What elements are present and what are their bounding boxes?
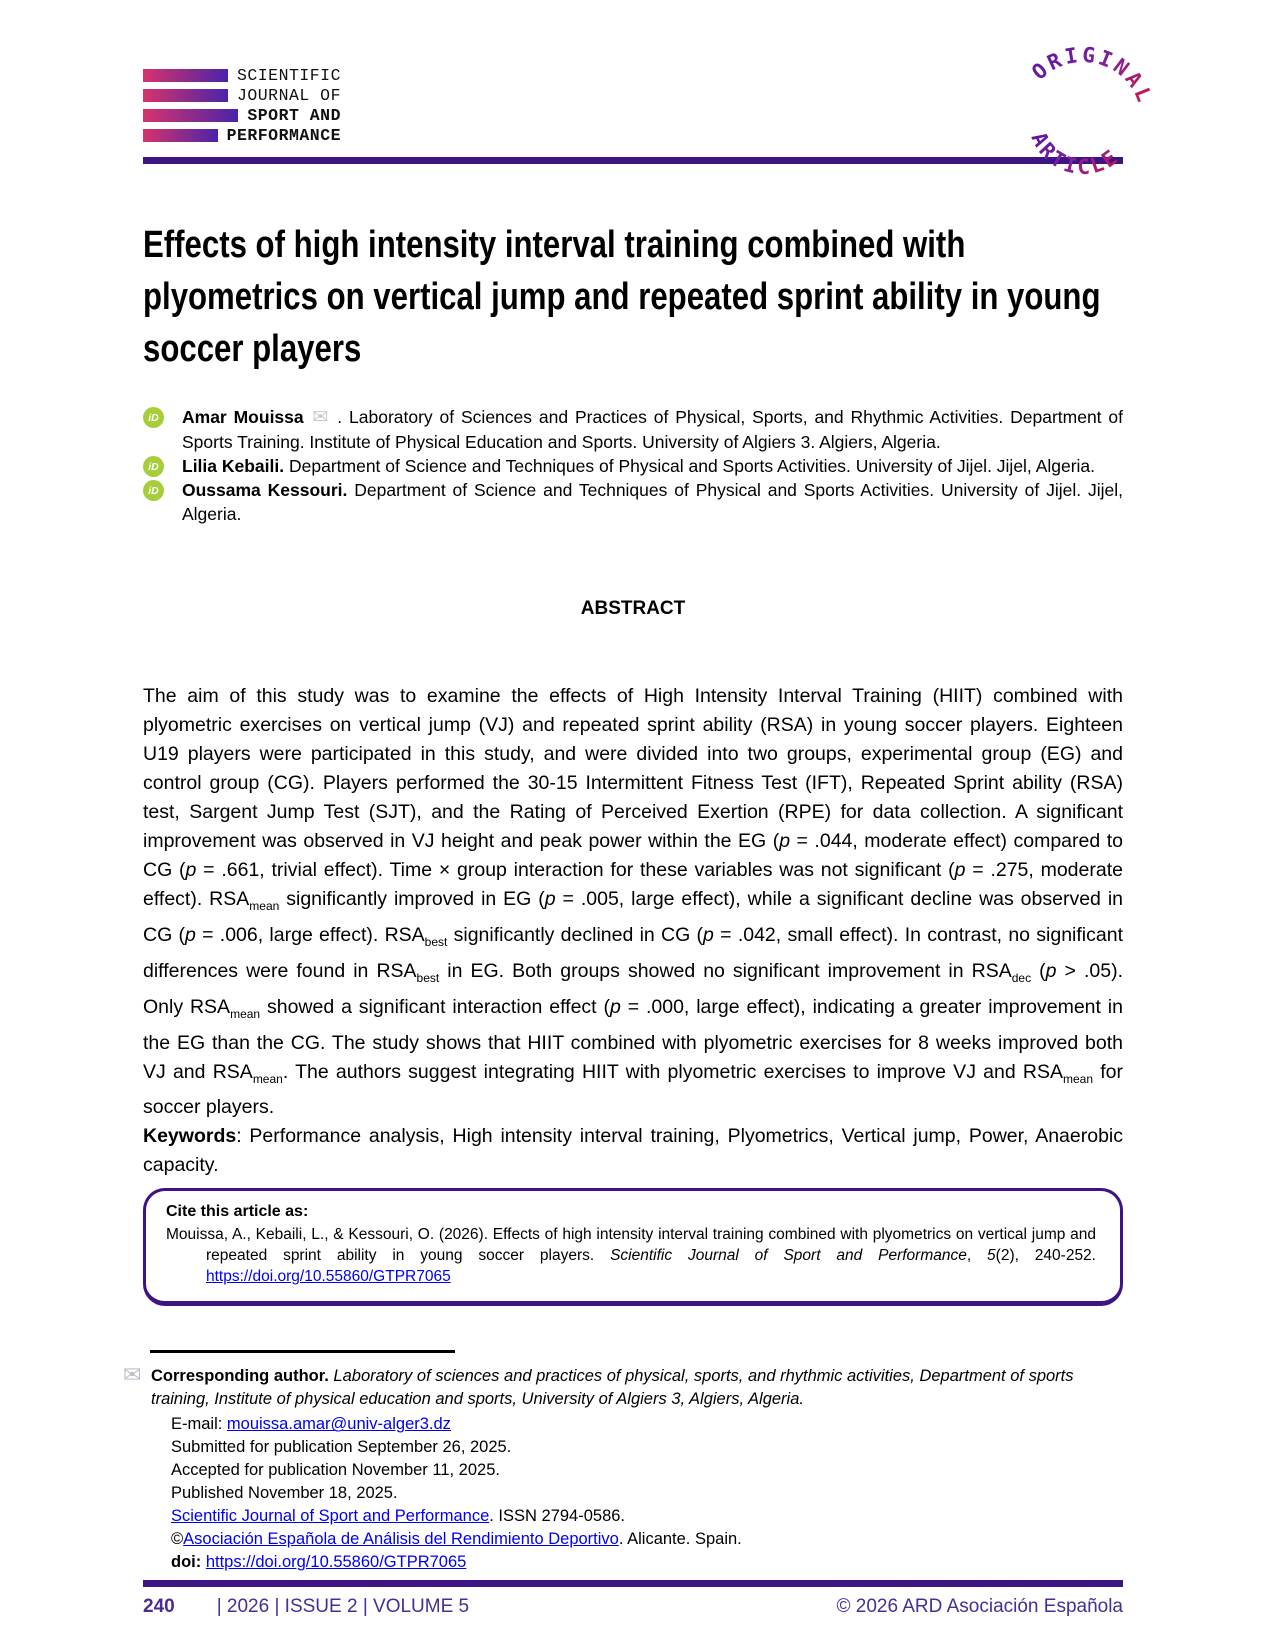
logo-row: PERFORMANCE — [143, 125, 341, 145]
orcid-icon[interactable] — [143, 456, 164, 477]
author-text: Oussama Kessouri. Department of Science … — [182, 480, 1123, 524]
journal-link[interactable]: Scientific Journal of Sport and Performa… — [171, 1507, 490, 1526]
footer-bar: 240 | 2026 | ISSUE 2 | VOLUME 5 © 2026 A… — [143, 1596, 1123, 1618]
page-number: 240 — [143, 1596, 175, 1618]
logo-bar — [143, 88, 228, 102]
accepted-line: Accepted for publication November 11, 20… — [171, 1461, 500, 1480]
mail-icon: ✉ — [123, 1362, 142, 1388]
author-text: Amar Mouissa . Laboratory of Sciences an… — [182, 405, 1123, 454]
author-row: Amar Mouissa . Laboratory of Sciences an… — [143, 405, 1123, 454]
cite-box: Cite this article as: Mouissa, A., Kebai… — [143, 1188, 1123, 1307]
mail-icon[interactable] — [311, 407, 331, 428]
footnote-details: E-mail: mouissa.amar@univ-alger3.dz Subm… — [143, 1413, 1123, 1574]
citation-doi-link[interactable]: https://doi.org/10.55860/GTPR7065 — [206, 1268, 451, 1286]
author-text: Lilia Kebaili. Department of Science and… — [182, 456, 1096, 476]
author-row: Oussama Kessouri. Department of Science … — [143, 478, 1123, 526]
top-divider — [143, 157, 1123, 164]
logo-text: SCIENTIFIC — [236, 65, 341, 85]
issn-line: Scientific Journal of Sport and Performa… — [171, 1507, 626, 1526]
email-link[interactable]: mouissa.amar@univ-alger3.dz — [226, 1415, 451, 1434]
citation-text: Mouissa, A., Kebaili, L., & Kessouri, O.… — [166, 1226, 1096, 1286]
logo-row: SPORT AND — [143, 105, 341, 125]
abstract-heading: ABSTRACT — [580, 598, 686, 619]
original-article-badge-icon: ORIGINAL ARTICLE — [1020, 29, 1167, 190]
doi-line: doi: https://doi.org/10.55860/GTPR7065 — [171, 1553, 467, 1572]
author-list: Amar Mouissa . Laboratory of Sciences an… — [143, 405, 1123, 526]
orcid-icon[interactable] — [143, 480, 164, 501]
published-line: Published November 18, 2025. — [171, 1484, 398, 1503]
submitted-line: Submitted for publication September 26, … — [171, 1438, 512, 1457]
orcid-icon[interactable] — [143, 407, 164, 428]
logo-bar — [143, 68, 228, 82]
bottom-divider — [143, 1580, 1123, 1588]
footer-copyright: © 2026 ARD Asociación Española — [836, 1596, 1123, 1618]
abstract-text: The aim of this study was to examine the… — [143, 685, 1124, 1119]
cite-box-header: Cite this article as: — [166, 1203, 309, 1221]
logo-row: JOURNAL OF — [143, 85, 341, 105]
badge-top-text: ORIGINAL — [1024, 29, 1167, 113]
corresponding-author: ✉ Corresponding author. Laboratory of sc… — [123, 1363, 1123, 1411]
logo-row: SCIENTIFIC — [143, 65, 341, 85]
email-line: E-mail: mouissa.amar@univ-alger3.dz — [171, 1415, 451, 1434]
corresponding-author-text: Corresponding author. Laboratory of scie… — [151, 1367, 1074, 1409]
footer-left: 240 | 2026 | ISSUE 2 | VOLUME 5 — [143, 1596, 469, 1618]
article-title: Effects of high intensity interval train… — [143, 224, 1101, 370]
badge-bottom-text: ARTICLE — [1020, 124, 1128, 189]
author-row: Lilia Kebaili. Department of Science and… — [143, 454, 1123, 478]
logo-text: SPORT AND — [247, 105, 341, 125]
doi-link[interactable]: https://doi.org/10.55860/GTPR7065 — [205, 1553, 467, 1572]
logo-text: PERFORMANCE — [226, 125, 341, 145]
logo-bar — [143, 108, 239, 122]
association-link[interactable]: Asociación Española de Análisis del Rend… — [183, 1530, 619, 1549]
keywords: Keywords: Performance analysis, High int… — [143, 1125, 1123, 1177]
issue-info: | 2026 | ISSUE 2 | VOLUME 5 — [216, 1596, 470, 1618]
journal-logo: SCIENTIFIC JOURNAL OF SPORT AND PERFORMA… — [143, 65, 341, 145]
masthead: SCIENTIFIC JOURNAL OF SPORT AND PERFORMA… — [143, 29, 1167, 189]
logo-bar — [143, 128, 218, 142]
association-line: ©Asociación Española de Análisis del Ren… — [171, 1530, 742, 1549]
footnote-divider — [150, 1350, 455, 1354]
logo-text: JOURNAL OF — [236, 85, 341, 105]
svg-text:ARTICLE: ARTICLE — [1020, 124, 1128, 189]
svg-text:ORIGINAL: ORIGINAL — [1024, 29, 1167, 113]
